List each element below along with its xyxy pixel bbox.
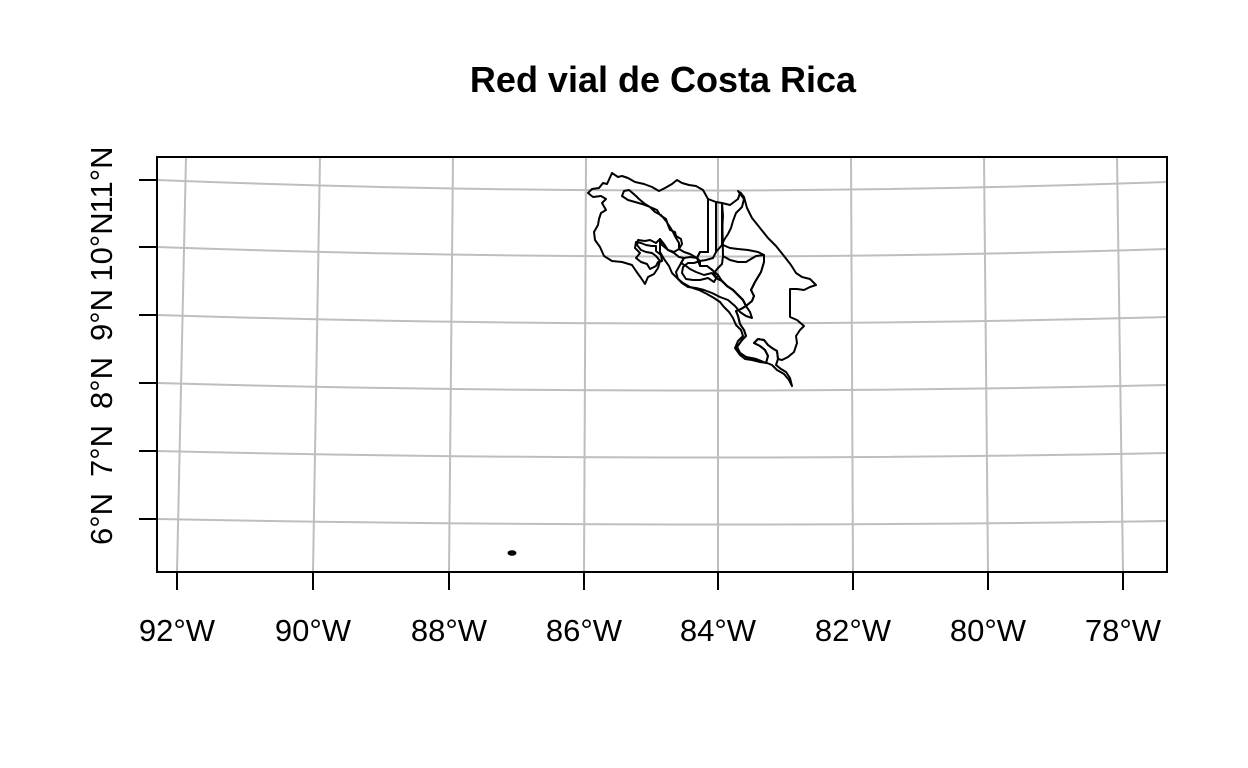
x-tick-label: 84°W (680, 613, 757, 648)
province-heredia (721, 190, 745, 246)
graticule-meridian (583, 156, 587, 573)
graticule-parallel (156, 314, 1168, 325)
y-tick-label: 7°N (84, 425, 119, 477)
graticule (156, 156, 1168, 573)
y-tick-label: 6°N (84, 493, 119, 545)
province-san-jose (675, 256, 753, 319)
graticule-meridian (983, 156, 989, 573)
x-tick-label: 80°W (950, 613, 1027, 648)
x-axis: 92°W 90°W 88°W 86°W 84°W 82°W 80°W 78°W (139, 572, 1162, 648)
x-tick-label: 90°W (275, 613, 352, 648)
y-axis: 6°N 7°N 8°N 9°N 10°N11°N (84, 147, 157, 545)
province-puntarenas-north (634, 241, 663, 270)
x-tick-label: 82°W (815, 613, 892, 648)
graticule-parallel (156, 518, 1168, 526)
graticule-meridian (1116, 156, 1124, 573)
graticule-meridian (312, 156, 321, 573)
y-tick-label: 9°N (84, 289, 119, 341)
graticule-meridian (176, 156, 187, 573)
x-tick-label: 88°W (411, 613, 488, 648)
x-tick-label: 78°W (1085, 613, 1162, 648)
map-title: Red vial de Costa Rica (470, 59, 857, 100)
province-limon (722, 191, 817, 364)
x-tick-label: 92°W (139, 613, 216, 648)
province-puntarenas-central (659, 238, 793, 387)
y-tick-label: 11°N (84, 147, 119, 214)
graticule-meridian (850, 156, 854, 573)
y-tick-label: 10°N (84, 212, 119, 281)
costa-rica-provinces (507, 172, 817, 556)
y-tick-label: 8°N (84, 357, 119, 409)
plot-frame (156, 156, 1168, 573)
graticule-parallel (156, 382, 1168, 392)
x-tick-label: 86°W (546, 613, 623, 648)
graticule-meridian (448, 156, 454, 573)
isla-del-coco (507, 550, 517, 556)
province-guanacaste (587, 172, 709, 285)
graticule-parallel (156, 450, 1168, 459)
province-cartago (713, 254, 765, 307)
